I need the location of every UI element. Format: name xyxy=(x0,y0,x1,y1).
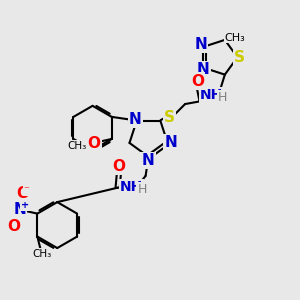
Text: S: S xyxy=(164,110,175,125)
Text: O: O xyxy=(8,219,21,234)
Text: CH₃: CH₃ xyxy=(68,141,87,151)
Text: H: H xyxy=(137,183,147,196)
Text: CH₃: CH₃ xyxy=(32,249,51,259)
Text: N: N xyxy=(129,112,142,127)
Text: N: N xyxy=(142,153,154,168)
Text: N: N xyxy=(196,62,209,77)
Text: N: N xyxy=(13,202,26,217)
Text: S: S xyxy=(234,50,245,65)
Text: O: O xyxy=(191,74,204,88)
Text: O: O xyxy=(16,186,29,201)
Text: ⁻: ⁻ xyxy=(23,185,29,195)
Text: O: O xyxy=(112,159,126,174)
Text: +: + xyxy=(21,200,29,210)
Text: CH₃: CH₃ xyxy=(225,32,245,43)
Text: NH: NH xyxy=(200,88,223,102)
Text: H: H xyxy=(218,91,227,104)
Text: O: O xyxy=(88,136,100,151)
Text: N: N xyxy=(164,135,177,150)
Text: NH: NH xyxy=(120,180,143,194)
Text: N: N xyxy=(194,37,207,52)
